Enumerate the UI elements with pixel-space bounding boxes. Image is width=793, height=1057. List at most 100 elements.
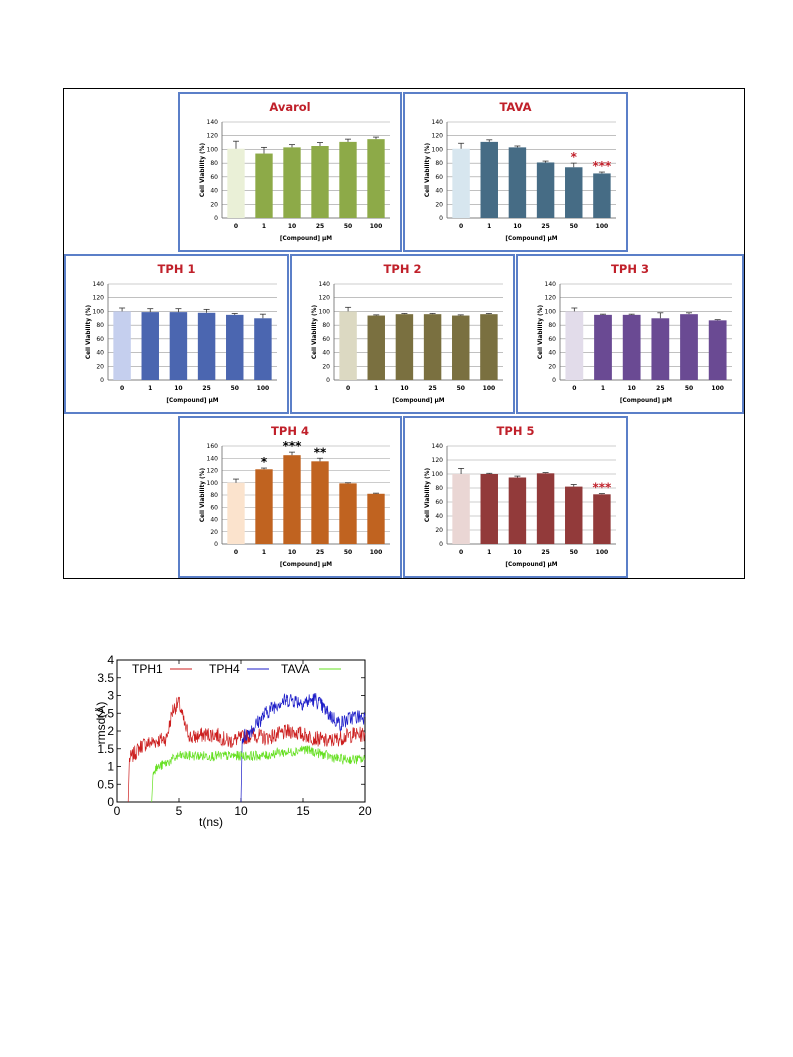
y-tick-label: 60 [210, 174, 218, 181]
panel-tph3: TPH 3 0 20 40 60 80 100 120 140 0 1 10 25 50 100 [Compo… [516, 254, 744, 414]
y-tick-label: 80 [435, 485, 443, 492]
bar-chart-svg: TPH 3 0 20 40 60 80 100 120 140 0 1 10 25 50 100 [Compo… [538, 262, 732, 404]
bar [651, 318, 670, 380]
x-tick-label: 0 [234, 223, 238, 230]
bar [113, 311, 131, 380]
y-tick-label: 120 [432, 133, 444, 140]
y-tick-label: 20 [435, 201, 443, 208]
x-axis-label: [Compound] µM [280, 236, 332, 242]
x-tick-label: 0 [572, 385, 576, 392]
series-line-tph4 [240, 693, 366, 803]
y-tick-label: 60 [435, 174, 443, 181]
bar [226, 314, 244, 380]
y-tick-label: 80 [96, 322, 104, 329]
bar-chart-svg: TPH 1 0 20 40 60 80 100 120 140 0 1 10 25 50 100 [Compo… [86, 262, 277, 404]
bar [311, 146, 329, 218]
x-tick-label: 25 [316, 549, 324, 556]
panel-tph4: TPH 4 0 20 40 60 80 100 120 140 160 0 1 * 10 *** 25 ** 50… [178, 416, 402, 578]
bar [480, 314, 498, 380]
y-tick-label: 60 [435, 499, 443, 506]
y-tick-label: 140 [545, 281, 557, 288]
bar [565, 311, 584, 380]
y-tick-label: 0 [214, 541, 218, 548]
y-axis-label: Cell Viability (%) [200, 143, 206, 198]
bar-chart-svg: TAVA 0 20 40 60 80 100 120 140 0 1 10 25 50 * 100 *** [Co… [425, 100, 616, 242]
x-tick-label: 10 [627, 385, 635, 392]
x-tick-label: 0 [120, 385, 124, 392]
bar [169, 312, 188, 380]
bar [680, 314, 698, 380]
y-tick-label: 0 [439, 215, 443, 222]
x-tick-label: 10 [234, 804, 248, 818]
y-tick-label: 140 [432, 119, 444, 126]
x-axis-label: [Compound] µM [620, 398, 672, 404]
y-tick-label: 80 [435, 160, 443, 167]
x-tick-label: 25 [202, 385, 210, 392]
x-tick-label: 0 [114, 804, 121, 818]
x-tick-label: 0 [234, 549, 238, 556]
x-axis-label: [Compound] µM [392, 398, 444, 404]
bar [593, 494, 611, 544]
series-line-tava [151, 745, 366, 803]
x-tick-label: 15 [296, 804, 310, 818]
x-tick-label: 100 [596, 223, 609, 230]
y-tick-label: 2 [107, 724, 114, 738]
bar [254, 318, 272, 380]
x-axis-label: [Compound] µM [505, 562, 557, 568]
x-tick-label: 50 [685, 385, 693, 392]
legend-label: TPH1 [132, 662, 163, 676]
y-tick-label: 40 [548, 350, 556, 357]
x-tick-label: 25 [316, 223, 324, 230]
x-tick-label: 10 [400, 385, 408, 392]
x-tick-label: 50 [570, 223, 578, 230]
bar [227, 482, 245, 544]
x-tick-label: 50 [231, 385, 239, 392]
y-tick-label: 1 [107, 760, 114, 774]
x-tick-label: 1 [487, 549, 491, 556]
bar [536, 473, 555, 544]
x-tick-label: 0 [459, 223, 463, 230]
y-tick-label: 0 [552, 377, 556, 384]
panel-avarol: Avarol 0 20 40 60 80 100 120 140 0 1 10 25 50 100 [Comp… [178, 92, 402, 252]
legend-label: TPH4 [209, 662, 240, 676]
chart-title: TPH 3 [611, 262, 649, 276]
y-tick-label: 80 [210, 160, 218, 167]
bar [594, 314, 612, 380]
significance-marker: * [261, 455, 268, 469]
x-tick-label: 50 [344, 223, 352, 230]
y-tick-label: 40 [210, 188, 218, 195]
y-tick-label: 1.5 [97, 742, 114, 756]
y-tick-label: 60 [96, 336, 104, 343]
y-tick-label: 120 [207, 133, 219, 140]
bar [367, 139, 385, 218]
y-tick-label: 120 [545, 295, 557, 302]
y-tick-label: 40 [96, 350, 104, 357]
y-tick-label: 40 [435, 513, 443, 520]
y-tick-label: 20 [435, 527, 443, 534]
bar [311, 461, 329, 544]
bar [395, 314, 414, 380]
plot-frame [116, 659, 366, 803]
x-axis-label: [Compound] µM [166, 398, 218, 404]
x-tick-label: 100 [711, 385, 724, 392]
y-tick-label: 140 [207, 119, 219, 126]
y-tick-label: 80 [210, 492, 218, 499]
y-tick-label: 120 [319, 295, 331, 302]
x-tick-label: 100 [370, 223, 383, 230]
y-tick-label: 100 [432, 471, 444, 478]
chart-title: Avarol [269, 100, 310, 114]
y-tick-label: 40 [435, 188, 443, 195]
y-tick-label: 2.5 [97, 706, 114, 720]
y-tick-label: 60 [322, 336, 330, 343]
panel-tph1: TPH 1 0 20 40 60 80 100 120 140 0 1 10 25 50 100 [Compo… [64, 254, 289, 414]
x-tick-label: 100 [483, 385, 496, 392]
y-tick-label: 100 [207, 480, 219, 487]
x-tick-label: 100 [596, 549, 609, 556]
y-tick-label: 0 [100, 377, 104, 384]
bar-chart-svg: TPH 5 0 20 40 60 80 100 120 140 0 1 10 25 50 100 *** [Co… [425, 424, 616, 568]
y-tick-label: 20 [210, 201, 218, 208]
bar [480, 141, 498, 218]
bar [708, 320, 727, 380]
chart-title: TPH 1 [158, 262, 196, 276]
y-tick-label: 3.5 [97, 671, 114, 685]
